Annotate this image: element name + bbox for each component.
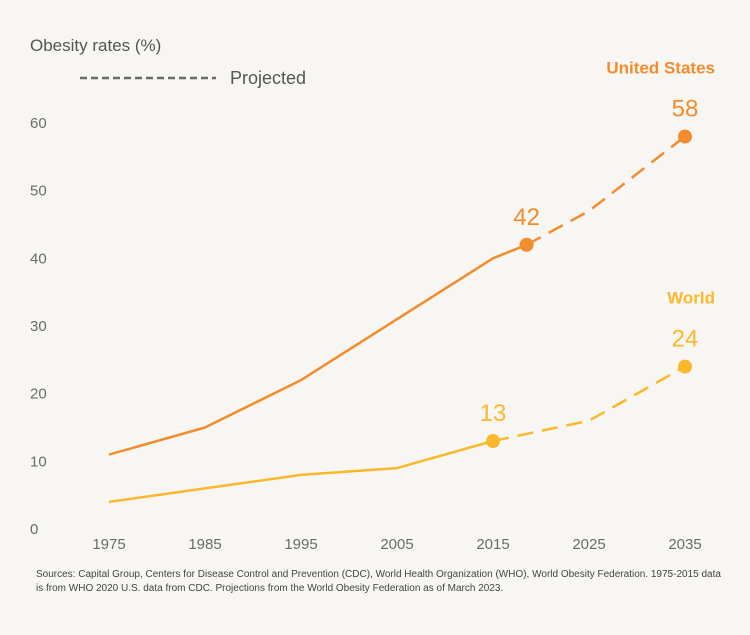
x-tick-label: 2025 xyxy=(572,536,605,553)
united-states-data-label: 42 xyxy=(513,204,540,231)
world-actual-line xyxy=(108,439,494,504)
world-series-label: World xyxy=(667,289,715,308)
x-tick-label: 2015 xyxy=(476,536,509,553)
y-axis-title: Obesity rates (%) xyxy=(30,36,161,55)
world-data-label: 13 xyxy=(480,400,507,427)
y-tick-label: 40 xyxy=(30,250,47,267)
world-marker xyxy=(678,359,692,374)
y-tick-label: 50 xyxy=(30,183,47,200)
x-tick-label: 1985 xyxy=(188,536,221,553)
sources-note: Sources: Capital Group, Centers for Dise… xyxy=(36,569,721,594)
x-tick-label: 2035 xyxy=(668,536,701,553)
obesity-chart: Obesity rates (%) Projected 0 10 20 30 40 50 6… xyxy=(30,36,715,553)
united-states-series-label: United States xyxy=(606,59,715,78)
y-tick-label: 20 xyxy=(30,386,47,403)
world-marker xyxy=(486,434,500,449)
y-tick-label: 10 xyxy=(30,453,47,470)
y-tick-label: 0 xyxy=(30,521,38,538)
world-data-label: 24 xyxy=(672,326,699,353)
x-tick-label: 1995 xyxy=(284,536,317,553)
united-states-marker xyxy=(678,129,692,144)
united-states-projected-line xyxy=(526,135,686,246)
x-tick-label: 2005 xyxy=(380,536,413,553)
y-tick-label: 30 xyxy=(30,318,47,335)
world-projected-line xyxy=(492,365,686,443)
legend-projected-label: Projected xyxy=(230,68,306,88)
plot-area: 0 10 20 30 40 50 60 1975 1985 1995 2005 2015 2025 203… xyxy=(30,59,715,553)
united-states-actual-line xyxy=(108,243,528,456)
y-tick-label: 60 xyxy=(30,115,47,132)
united-states-marker xyxy=(519,237,534,252)
united-states-data-label: 58 xyxy=(672,96,699,123)
x-tick-label: 1975 xyxy=(92,536,125,553)
